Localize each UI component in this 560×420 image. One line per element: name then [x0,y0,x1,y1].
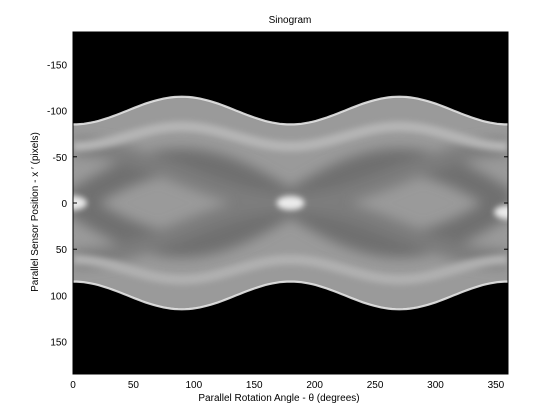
inner-highlights [73,121,508,285]
x-tick-label: 350 [488,380,505,391]
sinogram-image [73,95,508,311]
bright-feature [276,196,305,210]
x-tick-label: 150 [246,380,263,391]
bright-features [73,196,508,220]
plot-area [72,31,509,375]
support-edge [73,280,508,311]
x-tick-label: 100 [185,380,202,391]
inner-highlight [73,121,508,152]
bright-feature [494,205,508,220]
x-tick-label: 50 [128,380,140,391]
y-tick-label: -100 [47,107,67,118]
y-tick-label: 150 [50,338,67,349]
x-axis: 0 50 100 150 200 250 300 350 [70,32,505,391]
inner-highlight [73,254,508,285]
y-tick-label: 0 [61,199,67,210]
x-tick-label: 250 [367,380,384,391]
bright-feature [73,196,87,210]
y-axis: -150 -100 -50 0 50 100 150 [47,60,508,349]
x-tick-label: 200 [306,380,323,391]
x-tick-label: 300 [427,380,444,391]
y-tick-label: -50 [53,153,68,164]
support-edge [73,95,508,126]
y-tick-label: 100 [50,291,67,302]
y-axis-label: Parallel Sensor Position - x ′ (pixels) [30,132,41,292]
y-tick-label: 50 [56,245,68,256]
support-edges [73,95,508,311]
x-tick-label: 0 [70,380,76,391]
chart-title: Sinogram [269,15,312,26]
x-axis-label: Parallel Rotation Angle - θ (degrees) [198,393,359,404]
y-tick-label: -150 [47,60,67,71]
